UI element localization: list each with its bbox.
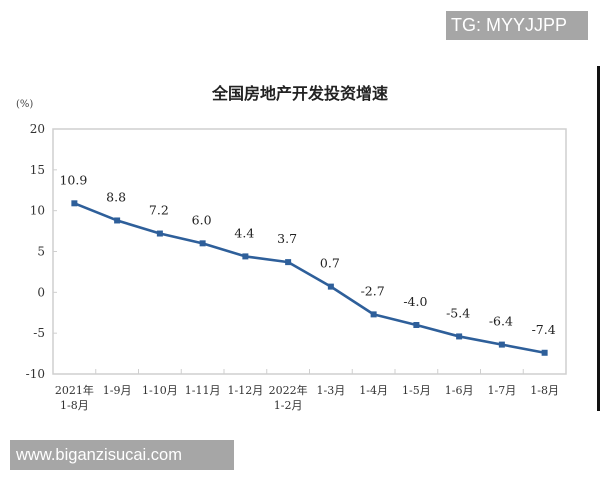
- x-tick-label: 1-7月: [488, 384, 517, 397]
- data-label: -5.4: [446, 305, 470, 320]
- x-tick-label: 1-5月: [402, 384, 431, 397]
- x-tick-label: 1-11月: [185, 384, 221, 397]
- y-tick-label: 10: [30, 204, 45, 218]
- data-label: 8.8: [106, 189, 126, 204]
- data-point-marker: [114, 217, 121, 224]
- data-label: 3.7: [277, 231, 297, 246]
- x-tick-label: 1-10月: [142, 384, 178, 397]
- y-tick-label: -5: [33, 326, 45, 340]
- x-tick-label: 1-9月: [103, 384, 132, 397]
- data-line: [73, 202, 545, 355]
- data-label: -7.4: [532, 322, 556, 337]
- watermark-top: TG: MYYJJPP: [446, 11, 588, 40]
- y-tick-label: 5: [37, 245, 45, 259]
- data-label: 10.9: [59, 172, 87, 187]
- y-tick-label: -10: [26, 367, 45, 381]
- data-point-marker: [498, 341, 505, 348]
- x-tick-label: 1-6月: [445, 384, 474, 397]
- y-tick-label: 15: [30, 163, 45, 177]
- data-point-marker: [156, 230, 163, 237]
- data-point-marker: [285, 259, 292, 266]
- chart-title: 全国房地产开发投资增速: [211, 84, 388, 103]
- data-point-marker: [370, 311, 377, 318]
- data-label: -4.0: [403, 294, 427, 309]
- y-axis-unit: (%): [16, 99, 34, 110]
- right-border-line: [597, 66, 600, 411]
- y-tick-label: 20: [30, 122, 45, 136]
- data-point-marker: [199, 240, 206, 247]
- data-label: -2.7: [361, 283, 385, 298]
- y-tick-label: 0: [37, 285, 45, 299]
- x-tick-label: 1-12月: [228, 384, 264, 397]
- data-point-marker: [242, 253, 249, 260]
- x-tick-label: 2022年: [269, 383, 308, 397]
- data-point-marker: [71, 200, 78, 207]
- data-label: 7.2: [149, 203, 169, 218]
- data-label: -6.4: [489, 314, 513, 329]
- plot-area-frame: [52, 128, 567, 375]
- x-tick-label: 1-8月: [530, 384, 559, 397]
- x-tick-label: 1-8月: [60, 399, 89, 412]
- data-point-marker: [541, 349, 548, 356]
- x-tick-label: 2021年: [55, 383, 94, 397]
- x-tick-label: 1-4月: [359, 384, 388, 397]
- data-point-marker: [327, 283, 334, 290]
- x-tick-label: 1-2月: [274, 399, 303, 412]
- x-tick-label: 1-3月: [317, 384, 346, 397]
- data-point-marker: [456, 333, 463, 340]
- data-label: 6.0: [192, 212, 212, 227]
- watermark-bottom: www.biganzisucai.com: [10, 440, 234, 470]
- data-label: 0.7: [320, 256, 340, 271]
- data-point-marker: [413, 322, 420, 328]
- data-label: 4.4: [234, 225, 254, 240]
